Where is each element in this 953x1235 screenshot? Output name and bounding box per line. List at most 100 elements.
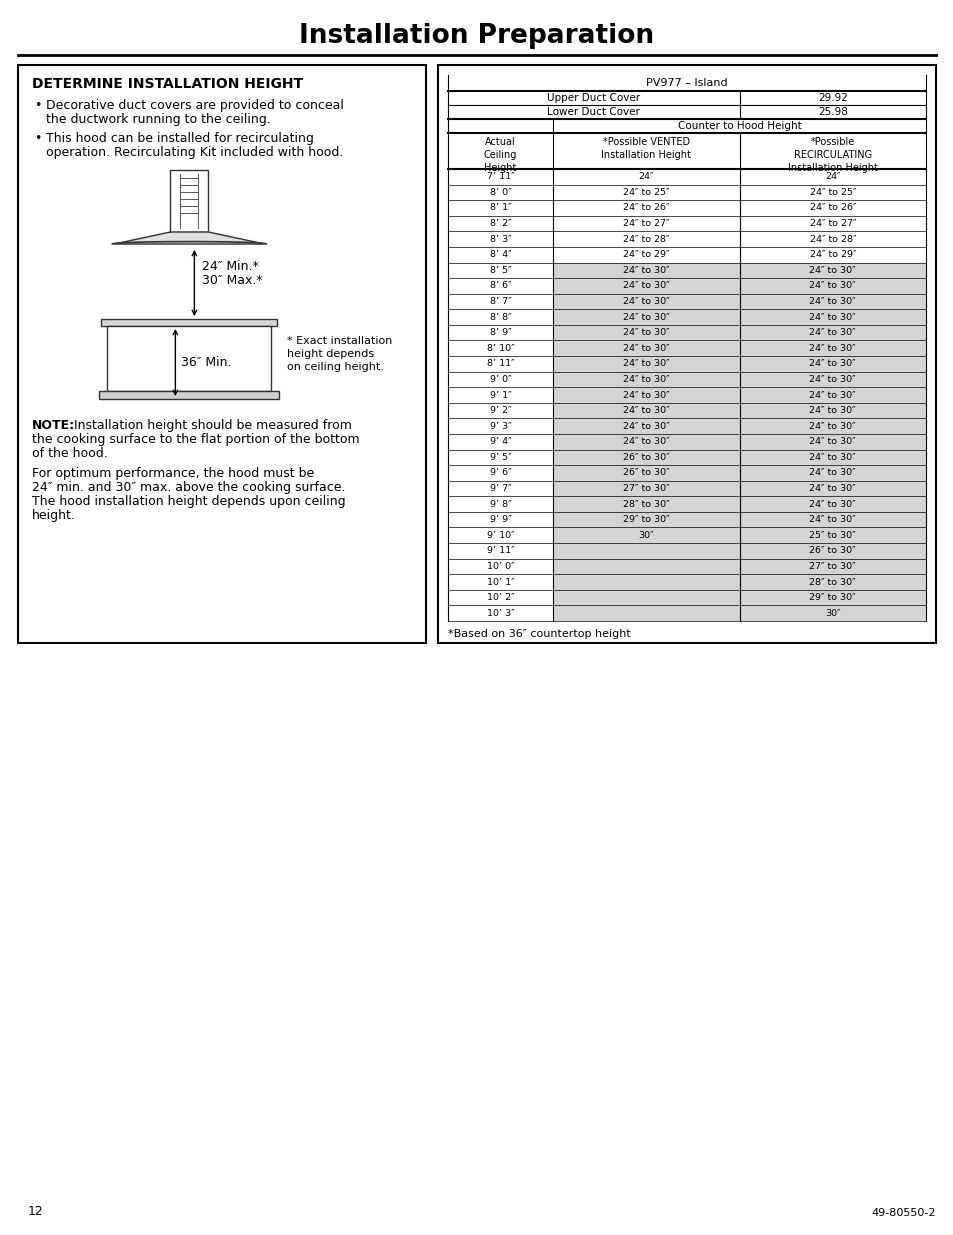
Text: 24″ to 30″: 24″ to 30″ (809, 329, 855, 337)
Bar (553, 263, 739, 278)
Text: 24″ to 30″: 24″ to 30″ (622, 343, 669, 353)
Text: Lower Duct Cover: Lower Duct Cover (547, 107, 639, 117)
Bar (739, 605, 925, 621)
Text: 8’ 10″: 8’ 10″ (486, 343, 514, 353)
Text: 8’ 9″: 8’ 9″ (489, 329, 511, 337)
Bar (171, 170, 208, 232)
Text: 24″ to 25″: 24″ to 25″ (809, 188, 855, 196)
Bar (553, 466, 739, 480)
Text: 24″ to 30″: 24″ to 30″ (809, 500, 855, 509)
Text: 36″ Min.: 36″ Min. (181, 356, 232, 369)
Bar (739, 388, 925, 403)
Bar (739, 419, 925, 433)
Text: 9’ 9″: 9’ 9″ (489, 515, 511, 524)
Text: 9’ 10″: 9’ 10″ (486, 531, 514, 540)
Text: 10’ 2″: 10’ 2″ (486, 593, 514, 603)
Text: 24″ to 30″: 24″ to 30″ (622, 359, 669, 368)
Bar (437, 65, 935, 643)
Bar (553, 496, 739, 511)
Text: 24″ to 30″: 24″ to 30″ (809, 453, 855, 462)
Text: •: • (34, 99, 41, 112)
Bar (553, 309, 739, 325)
Bar (739, 356, 925, 372)
Text: the ductwork running to the ceiling.: the ductwork running to the ceiling. (46, 112, 271, 126)
Text: 24″ to 29″: 24″ to 29″ (809, 251, 855, 259)
Text: 24″ to 30″: 24″ to 30″ (809, 343, 855, 353)
Text: 8’ 5″: 8’ 5″ (489, 266, 511, 275)
Text: 24″ to 25″: 24″ to 25″ (622, 188, 669, 196)
Text: 24″ to 30″: 24″ to 30″ (622, 375, 669, 384)
Text: height.: height. (32, 509, 76, 522)
Text: 10’ 1″: 10’ 1″ (486, 578, 514, 587)
Bar (553, 574, 739, 590)
Text: 24″ to 30″: 24″ to 30″ (809, 359, 855, 368)
Text: 24″ to 30″: 24″ to 30″ (809, 375, 855, 384)
Text: 10’ 0″: 10’ 0″ (486, 562, 514, 571)
Bar (553, 278, 739, 294)
Text: the cooking surface to the flat portion of the bottom: the cooking surface to the flat portion … (32, 433, 359, 446)
Text: 9’ 3″: 9’ 3″ (489, 421, 511, 431)
Bar (553, 511, 739, 527)
Bar (739, 263, 925, 278)
Text: of the hood.: of the hood. (32, 447, 108, 459)
Text: 8’ 3″: 8’ 3″ (489, 235, 511, 243)
Bar (739, 574, 925, 590)
Bar (739, 590, 925, 605)
Bar (739, 433, 925, 450)
Text: 24″ to 30″: 24″ to 30″ (809, 296, 855, 306)
Bar (553, 341, 739, 356)
Text: 30″: 30″ (638, 531, 654, 540)
Bar (739, 511, 925, 527)
Text: 29″ to 30″: 29″ to 30″ (622, 515, 669, 524)
Text: 24″ to 30″: 24″ to 30″ (622, 282, 669, 290)
Text: The hood installation height depends upon ceiling: The hood installation height depends upo… (32, 495, 345, 508)
Text: 9’ 5″: 9’ 5″ (489, 453, 511, 462)
Text: 9’ 7″: 9’ 7″ (489, 484, 511, 493)
Text: 24″ to 30″: 24″ to 30″ (622, 266, 669, 275)
Bar (739, 543, 925, 558)
Text: 29″ to 30″: 29″ to 30″ (809, 593, 855, 603)
Bar (739, 480, 925, 496)
Text: 24″ to 30″: 24″ to 30″ (809, 421, 855, 431)
Bar (553, 605, 739, 621)
Text: 24″ to 30″: 24″ to 30″ (809, 406, 855, 415)
Polygon shape (114, 232, 264, 245)
Text: operation. Recirculating Kit included with hood.: operation. Recirculating Kit included wi… (46, 146, 343, 159)
Text: *Possible VENTED
Installation Height: *Possible VENTED Installation Height (600, 137, 691, 161)
Text: 24″: 24″ (824, 173, 840, 182)
Text: 24″ to 30″: 24″ to 30″ (809, 437, 855, 446)
Bar (18, 65, 426, 643)
Text: 26″ to 30″: 26″ to 30″ (622, 468, 669, 478)
Text: For optimum performance, the hood must be: For optimum performance, the hood must b… (32, 467, 314, 480)
Bar (553, 388, 739, 403)
Text: 12: 12 (28, 1205, 44, 1218)
Text: 49-80550-2: 49-80550-2 (871, 1208, 935, 1218)
Text: 10’ 3″: 10’ 3″ (486, 609, 514, 618)
Text: 24″ to 30″: 24″ to 30″ (622, 329, 669, 337)
Text: 25″ to 30″: 25″ to 30″ (809, 531, 855, 540)
Text: 27″ to 30″: 27″ to 30″ (622, 484, 669, 493)
Text: 24″ to 30″: 24″ to 30″ (622, 406, 669, 415)
Text: 7’ 11″: 7’ 11″ (486, 173, 514, 182)
Text: 24″ to 30″: 24″ to 30″ (809, 312, 855, 321)
Text: 28″ to 30″: 28″ to 30″ (809, 578, 855, 587)
Text: Actual
Ceiling
Height: Actual Ceiling Height (483, 137, 517, 173)
Text: 24″ to 28″: 24″ to 28″ (622, 235, 669, 243)
Text: 24″ to 30″: 24″ to 30″ (809, 515, 855, 524)
Text: 24″ to 27″: 24″ to 27″ (809, 219, 855, 228)
Bar (739, 558, 925, 574)
Bar (553, 543, 739, 558)
Text: 9’ 11″: 9’ 11″ (486, 546, 514, 556)
Text: * Exact installation: * Exact installation (287, 336, 393, 346)
Text: 8’ 0″: 8’ 0″ (489, 188, 511, 196)
Text: 24″ Min.*: 24″ Min.* (202, 259, 259, 273)
Bar (553, 419, 739, 433)
Bar (553, 433, 739, 450)
Bar (739, 309, 925, 325)
Text: 29.92: 29.92 (817, 93, 847, 103)
Text: 24″: 24″ (638, 173, 654, 182)
Text: 24″ to 30″: 24″ to 30″ (809, 282, 855, 290)
Text: height depends: height depends (287, 350, 375, 359)
Text: 30″ Max.*: 30″ Max.* (202, 274, 263, 287)
Text: DETERMINE INSTALLATION HEIGHT: DETERMINE INSTALLATION HEIGHT (32, 77, 303, 91)
